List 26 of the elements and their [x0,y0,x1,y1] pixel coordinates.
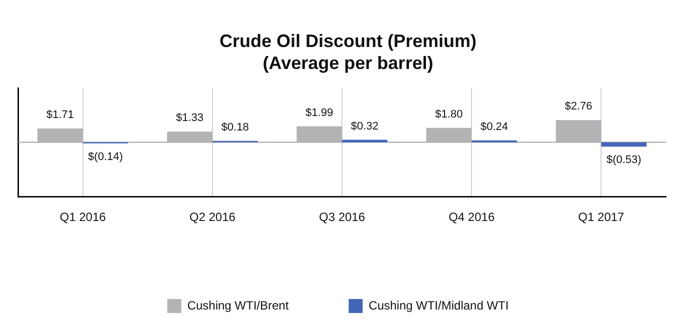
bar [296,126,342,142]
data-label: $0.32 [350,120,378,132]
bar [601,142,647,147]
bar [426,128,472,142]
bar [167,132,212,142]
legend-label: Cushing WTI/Midland WTI [368,298,509,312]
x-tick-label: Q3 2016 [318,210,366,224]
data-label: $2.76 [564,100,592,113]
x-tick-label: Q4 2016 [448,210,495,224]
x-tick-label: Q2 2016 [189,210,236,224]
data-label: $1.33 [176,112,204,124]
chart-subtitle: (Average per barrel) [262,52,434,74]
data-label: $0.24 [480,120,508,133]
bar [342,140,388,142]
data-label: $1.99 [306,106,334,119]
chart-title: Crude Oil Discount (Premium) [218,30,478,52]
data-label: $(0.53) [606,154,642,166]
data-label: $0.18 [221,121,249,134]
legend-label: Cushing WTI/Brent [187,298,290,312]
data-label: $1.71 [46,109,74,122]
bar [556,120,602,142]
data-label: $1.80 [435,108,463,120]
x-tick-label: Q1 2016 [60,210,106,224]
bar [37,128,83,142]
data-label: $(0.14) [88,150,123,163]
x-tick-label: Q1 2017 [578,210,625,224]
